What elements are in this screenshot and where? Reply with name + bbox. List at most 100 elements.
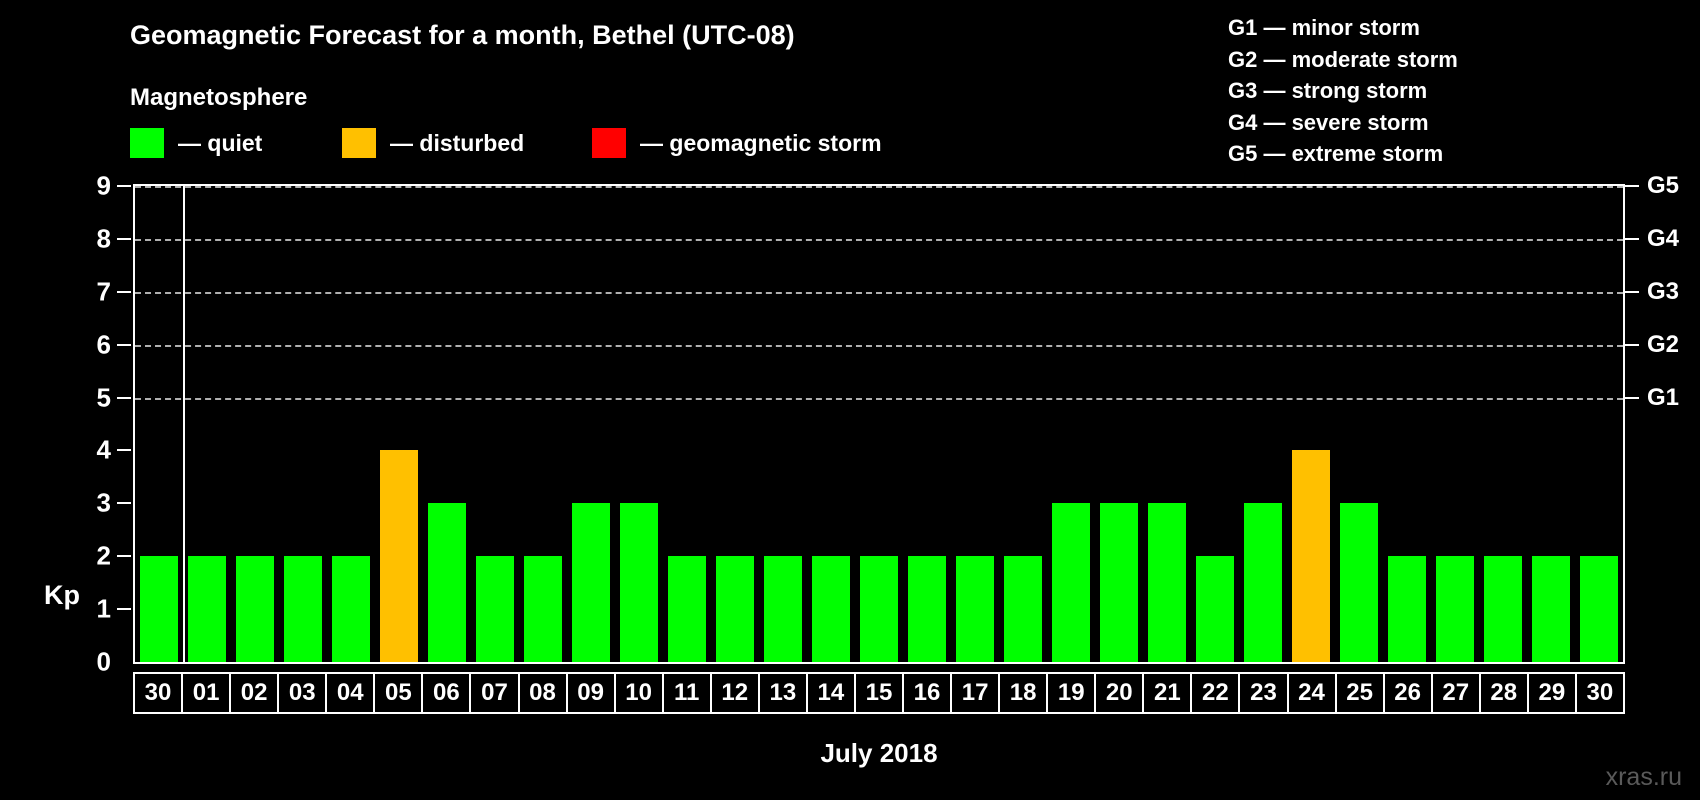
date-label-09: 09 xyxy=(567,674,616,712)
bar-21-kp-3 xyxy=(1148,503,1186,662)
date-label-30: 30 xyxy=(1576,674,1623,712)
bar-cell xyxy=(519,186,567,662)
date-label-16: 16 xyxy=(904,674,953,712)
bar-04-kp-2 xyxy=(332,556,370,662)
date-label-26: 26 xyxy=(1384,674,1433,712)
date-label-13: 13 xyxy=(759,674,808,712)
date-label-12: 12 xyxy=(711,674,760,712)
storm-scale-item-2: G2 — moderate storm xyxy=(1228,46,1458,72)
legend-item-2: — geomagnetic storm xyxy=(592,128,882,158)
bar-01-kp-2 xyxy=(188,556,226,662)
bar-cell xyxy=(711,186,759,662)
bar-08-kp-2 xyxy=(524,556,562,662)
bar-11-kp-2 xyxy=(668,556,706,662)
bar-cell xyxy=(1287,186,1335,662)
magnetosphere-label: Magnetosphere xyxy=(130,84,308,111)
date-label-10: 10 xyxy=(615,674,664,712)
y-tick-mark-3 xyxy=(117,502,131,505)
y-tick-mark-5 xyxy=(117,396,131,399)
g-axis-label-G2: G2 xyxy=(1647,330,1680,358)
bar-cell xyxy=(375,186,423,662)
bar-19-kp-3 xyxy=(1052,503,1090,662)
bar-cell xyxy=(1527,186,1575,662)
gridline-kp-5 xyxy=(135,397,1623,400)
date-label-22: 22 xyxy=(1192,674,1241,712)
y-tick-mark-4 xyxy=(117,449,131,452)
x-axis-title-wrap: July 2018 xyxy=(133,738,1625,769)
bar-18-kp-2 xyxy=(1004,556,1042,662)
bar-cell xyxy=(1431,186,1479,662)
g-axis-label-G1: G1 xyxy=(1647,383,1680,411)
bar-series xyxy=(135,186,1623,662)
bar-cell xyxy=(615,186,663,662)
y-tick-mark-9 xyxy=(117,185,131,187)
bar-30-kp-2 xyxy=(140,556,178,662)
bar-13-kp-2 xyxy=(764,556,802,662)
y-tick-label-3: 3 xyxy=(96,487,111,518)
bar-cell xyxy=(663,186,711,662)
date-label-18: 18 xyxy=(1000,674,1049,712)
g-axis-label-G3: G3 xyxy=(1647,277,1680,305)
bar-cell xyxy=(567,186,615,662)
bar-27-kp-2 xyxy=(1436,556,1474,662)
y-tick-label-8: 8 xyxy=(96,223,111,254)
bar-02-kp-2 xyxy=(236,556,274,662)
bar-cell xyxy=(1239,186,1287,662)
date-label-27: 27 xyxy=(1432,674,1481,712)
g-tick-mark-G3 xyxy=(1625,290,1639,293)
g-tick-mark-G2 xyxy=(1625,343,1639,346)
bar-28-kp-2 xyxy=(1484,556,1522,662)
y-tick-label-5: 5 xyxy=(96,382,111,413)
y-tick-label-6: 6 xyxy=(96,329,111,360)
bar-cell xyxy=(1047,186,1095,662)
y-tick-mark-1 xyxy=(117,608,131,611)
bar-05-kp-4 xyxy=(380,450,418,662)
bar-29-kp-2 xyxy=(1532,556,1570,662)
date-label-04: 04 xyxy=(327,674,376,712)
date-label-15: 15 xyxy=(855,674,904,712)
legend-item-0: — quiet xyxy=(130,128,262,158)
bar-cell xyxy=(135,186,183,662)
y-tick-label-9: 9 xyxy=(96,170,111,201)
bar-cell xyxy=(423,186,471,662)
green-square-icon xyxy=(130,128,164,158)
date-label-07: 07 xyxy=(471,674,520,712)
bar-03-kp-2 xyxy=(284,556,322,662)
page-title: Geomagnetic Forecast for a month, Bethel… xyxy=(130,20,795,50)
legend-item-label: — quiet xyxy=(178,129,263,156)
bar-cell xyxy=(759,186,807,662)
bar-cell xyxy=(1575,186,1623,662)
bar-16-kp-2 xyxy=(908,556,946,662)
bar-cell xyxy=(1383,186,1431,662)
gridline-kp-6 xyxy=(135,344,1623,347)
date-label-14: 14 xyxy=(807,674,856,712)
x-axis-title: July 2018 xyxy=(820,738,938,768)
storm-scale-item-5: G5 — extreme storm xyxy=(1228,141,1444,166)
date-label-23: 23 xyxy=(1240,674,1289,712)
bar-cell xyxy=(999,186,1047,662)
y-axis: Kp 9 8 7 6 5 4 3 2 1 0 xyxy=(0,171,133,677)
legend-item-label: — disturbed xyxy=(390,129,525,156)
bar-cell xyxy=(1191,186,1239,662)
bar-06-kp-3 xyxy=(428,503,466,662)
bar-09-kp-3 xyxy=(572,503,610,662)
storm-scale-item-3: G3 — strong storm xyxy=(1228,78,1428,103)
storm-scale-item-4: G4 — severe storm xyxy=(1228,109,1429,135)
red-square-icon xyxy=(592,128,626,158)
bar-30-kp-2 xyxy=(1580,556,1618,662)
g-tick-mark-G4 xyxy=(1625,237,1639,240)
bar-cell xyxy=(231,186,279,662)
plot-area xyxy=(133,184,1625,664)
g-axis-label-G5: G5 xyxy=(1647,172,1680,199)
orange-square-icon xyxy=(342,128,376,158)
bar-cell xyxy=(807,186,855,662)
date-label-19: 19 xyxy=(1048,674,1097,712)
bar-22-kp-2 xyxy=(1196,556,1234,662)
storm-scale-legend: G1 — minor storm G2 — moderate storm G3 — … xyxy=(1228,12,1458,170)
y-axis-title: Kp xyxy=(44,580,80,610)
bar-cell xyxy=(471,186,519,662)
forecast-divider xyxy=(183,186,185,662)
bar-14-kp-2 xyxy=(812,556,850,662)
date-label-08: 08 xyxy=(519,674,568,712)
bar-cell xyxy=(279,186,327,662)
